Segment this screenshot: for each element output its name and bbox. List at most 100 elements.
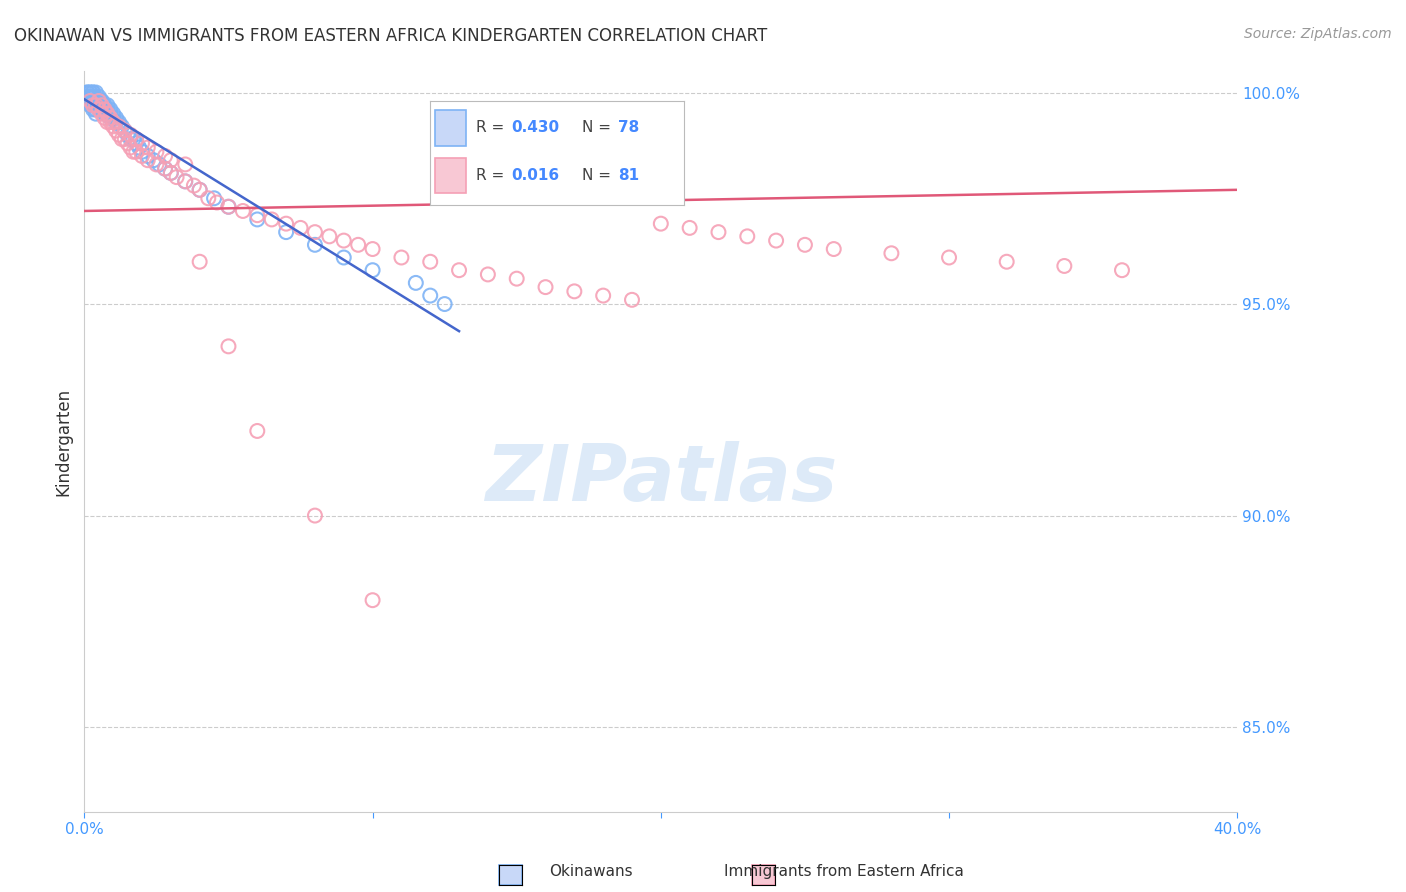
Point [122, 132, 145, 146]
Point [794, 237, 817, 252]
Point [87, 98, 110, 112]
Text: Okinawans: Okinawans [548, 863, 633, 879]
Point [174, 174, 197, 188]
Point [93, 106, 115, 120]
Point [823, 242, 845, 256]
Point [592, 288, 614, 302]
Point [84, 98, 107, 112]
Point [564, 285, 586, 299]
Point [347, 237, 370, 252]
Point [246, 212, 269, 227]
Point [98, 111, 121, 125]
Point [534, 280, 557, 294]
Point [96, 103, 118, 117]
Point [96, 115, 118, 129]
Point [477, 268, 499, 282]
Point [79, 98, 101, 112]
Point [318, 229, 340, 244]
Point [361, 263, 384, 277]
Point [93, 103, 115, 117]
Point [246, 208, 269, 222]
Point [82, 103, 104, 117]
Text: Source: ZipAtlas.com: Source: ZipAtlas.com [1244, 27, 1392, 41]
Point [304, 237, 326, 252]
Point [765, 234, 787, 248]
Point [82, 98, 104, 112]
Point [79, 89, 101, 103]
Point [160, 153, 183, 168]
Point [153, 149, 176, 163]
Point [160, 166, 183, 180]
Point [449, 263, 471, 277]
Point [93, 103, 115, 117]
Point [117, 128, 139, 142]
Point [188, 183, 211, 197]
Point [995, 254, 1018, 268]
Point [90, 94, 112, 108]
Point [188, 183, 211, 197]
Point [880, 246, 903, 260]
Point [145, 145, 167, 159]
Point [621, 293, 644, 307]
Point [76, 94, 98, 108]
Point [90, 106, 112, 120]
Point [276, 225, 298, 239]
Point [79, 86, 101, 100]
Point [1053, 259, 1076, 273]
Point [82, 89, 104, 103]
Point [205, 195, 228, 210]
Point [218, 200, 240, 214]
Point [93, 111, 115, 125]
Point [391, 251, 413, 265]
Point [84, 94, 107, 108]
Point [153, 161, 176, 176]
Point [246, 424, 269, 438]
Point [87, 94, 110, 108]
Text: Immigrants from Eastern Africa: Immigrants from Eastern Africa [724, 863, 963, 879]
Point [82, 94, 104, 108]
Point [103, 111, 124, 125]
Point [650, 217, 672, 231]
Point [105, 123, 128, 137]
Point [103, 115, 124, 129]
Point [707, 225, 730, 239]
Point [90, 103, 112, 117]
Point [131, 136, 153, 151]
Y-axis label: Kindergarten: Kindergarten [55, 387, 73, 496]
Point [183, 178, 205, 193]
Point [333, 234, 356, 248]
Point [125, 132, 148, 146]
Point [174, 174, 197, 188]
Point [136, 153, 159, 168]
Point [737, 229, 759, 244]
Point [260, 212, 283, 227]
Point [232, 204, 254, 219]
Point [84, 106, 107, 120]
Point [419, 288, 441, 302]
Point [103, 106, 124, 120]
Point [361, 593, 384, 607]
Point [114, 123, 136, 137]
Point [90, 98, 112, 112]
Point [79, 94, 101, 108]
Point [218, 200, 240, 214]
Point [361, 242, 384, 256]
Point [202, 191, 225, 205]
Point [136, 140, 159, 154]
Point [111, 120, 134, 134]
Point [160, 166, 183, 180]
Text: ZIPatlas: ZIPatlas [485, 441, 837, 516]
Point [98, 111, 121, 125]
Point [82, 98, 104, 112]
Point [98, 115, 121, 129]
Point [76, 86, 98, 100]
Point [87, 98, 110, 112]
Point [108, 120, 131, 134]
Point [333, 251, 356, 265]
Point [114, 132, 136, 146]
Point [276, 217, 298, 231]
Point [108, 128, 131, 142]
Point [84, 86, 107, 100]
Point [117, 136, 139, 151]
Point [111, 132, 134, 146]
